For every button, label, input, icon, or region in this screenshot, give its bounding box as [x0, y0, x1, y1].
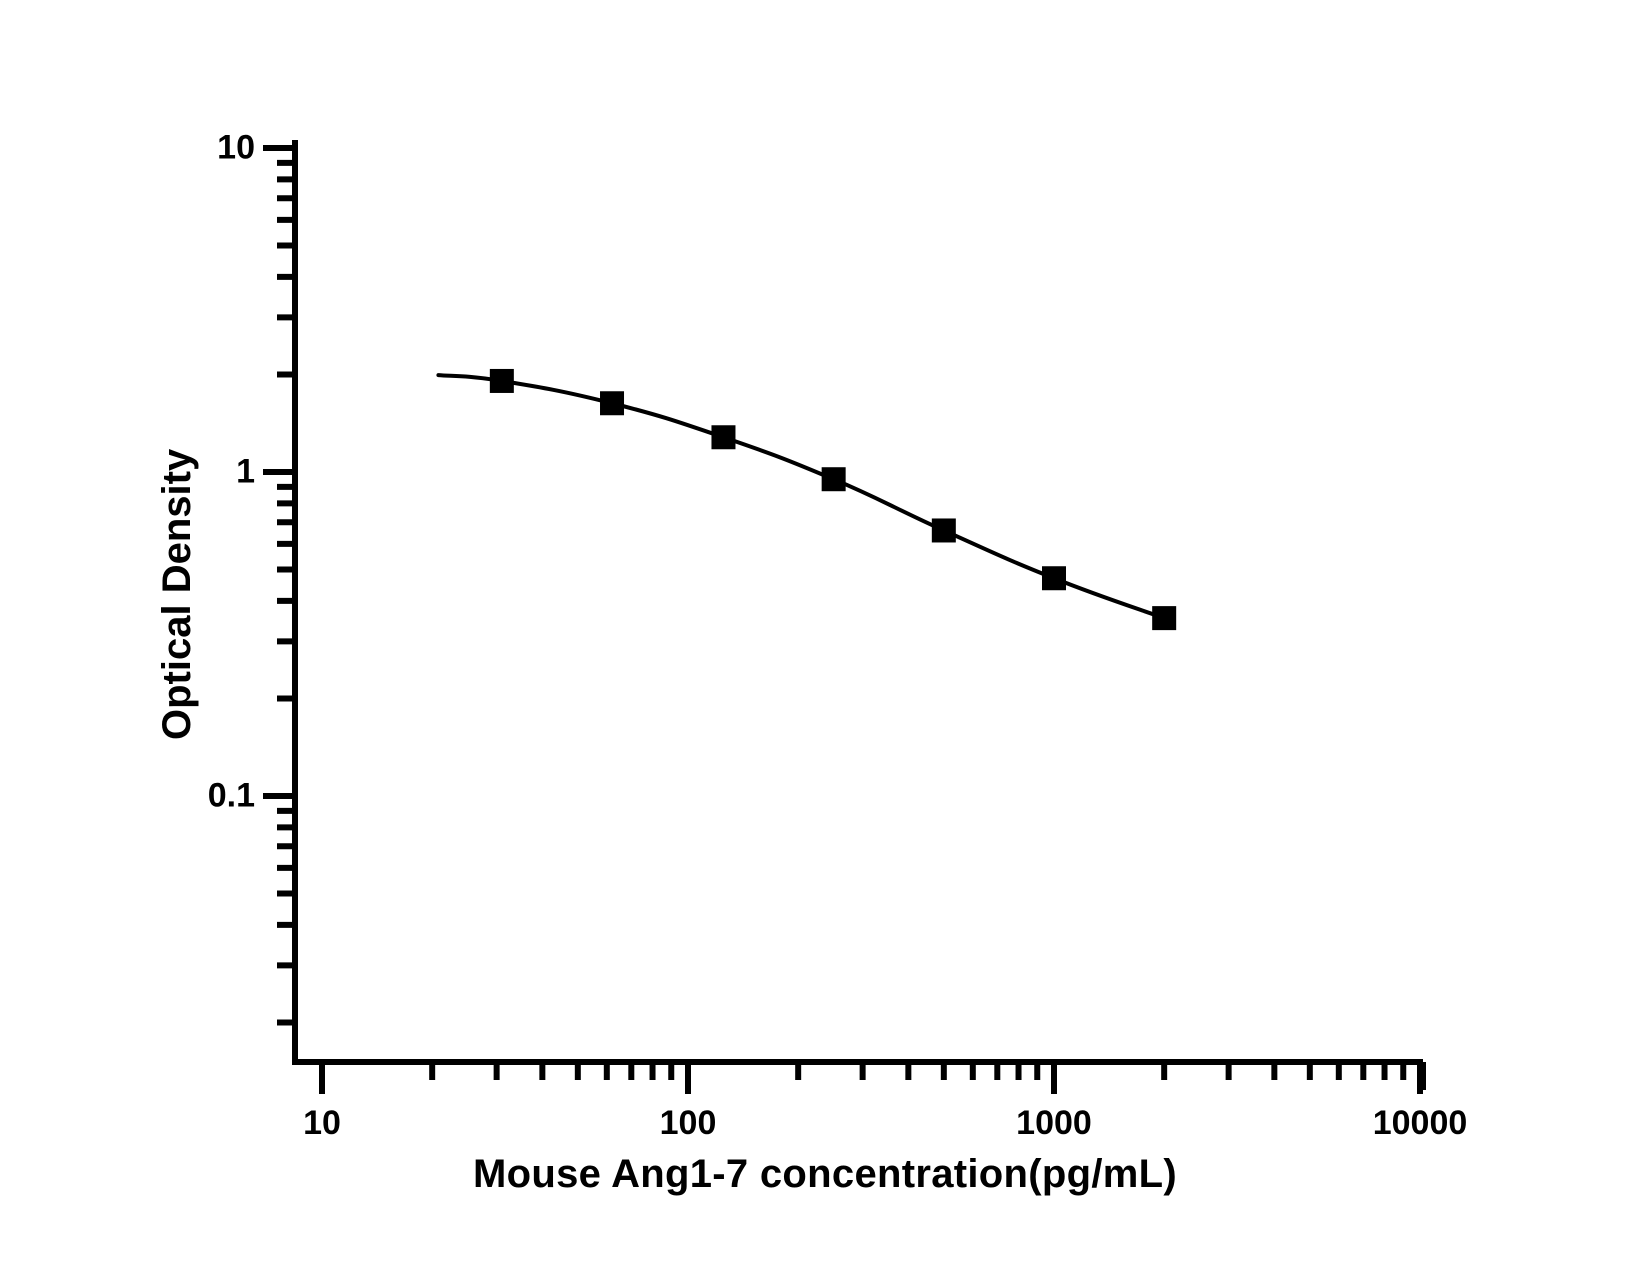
data-point-marker: [821, 467, 846, 492]
data-point-marker: [489, 368, 514, 393]
x-tick-label: 1000: [1016, 1104, 1092, 1142]
y-axis-ticks: [263, 145, 295, 1026]
data-point-marker: [1042, 566, 1066, 591]
x-tick-label: 10000: [1372, 1104, 1468, 1142]
x-tick-label: 100: [659, 1104, 717, 1142]
data-point-marker: [1152, 606, 1177, 631]
y-tick-label: 1: [236, 452, 255, 491]
fit-curve-line: [436, 373, 1167, 621]
y-tick-label: 0.1: [207, 776, 255, 815]
y-axis-title: Optical Density: [155, 448, 199, 740]
data-point-marker: [931, 518, 956, 543]
data-point-marker: [711, 425, 736, 450]
x-tick-label: 10: [303, 1104, 341, 1142]
x-axis-ticks: [319, 1062, 1423, 1094]
x-axis-title: Mouse Ang1-7 concentration(pg/mL): [473, 1152, 1177, 1196]
data-curve: [436, 373, 1167, 621]
data-point-marker: [600, 391, 625, 416]
axes: [292, 140, 1426, 1090]
y-tick-label: 10: [217, 128, 255, 167]
data-markers: [489, 368, 1177, 631]
